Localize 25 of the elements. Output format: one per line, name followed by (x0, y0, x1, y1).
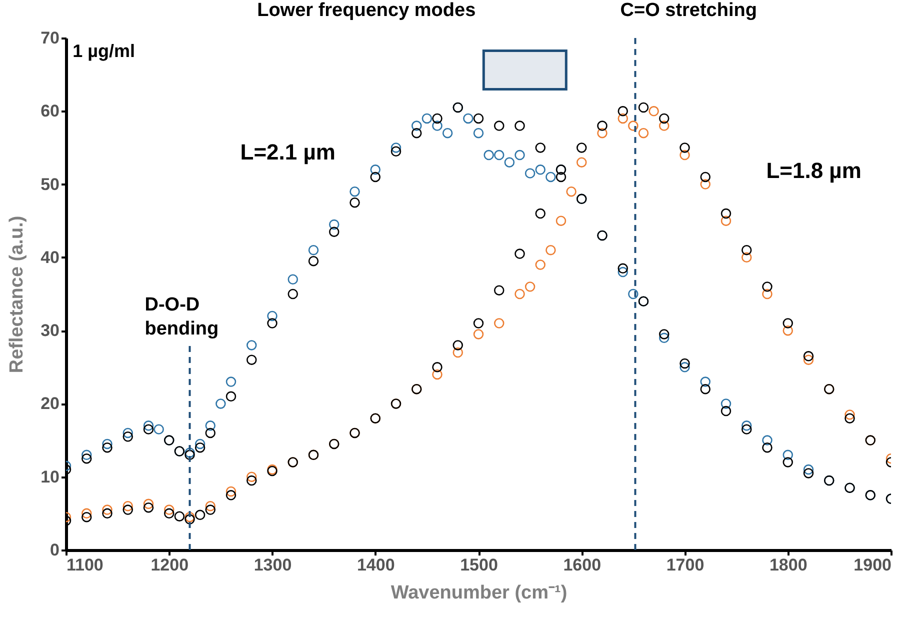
x-tick-label: 1700 (666, 556, 704, 574)
annotation: 1 µg/ml (72, 41, 135, 62)
x-tick-label: 1400 (356, 556, 395, 574)
text: L=1.8 µm (766, 158, 862, 184)
band-label: Lower frequency modes (257, 0, 476, 22)
series-label: L=2.1 µm (240, 139, 336, 164)
y-axis-title: Reflectance (a.u.) (6, 216, 28, 374)
y-tick-label: 70 (40, 28, 60, 48)
x-tick-label: 1100 (66, 556, 104, 574)
y-tick-label: 30 (40, 321, 60, 340)
x-tick-label: 1200 (150, 556, 189, 574)
x-axis-title: Wavenumber (cm⁻¹) (390, 582, 568, 604)
x-tick-label: 1300 (254, 556, 292, 574)
y-tick-label: 10 (40, 467, 60, 486)
x-tick-label: 1900 (854, 556, 892, 574)
x-tick-label: 1600 (563, 556, 602, 574)
y-tick-label: 60 (40, 102, 60, 121)
y-tick-label: 20 (40, 394, 60, 414)
y-tick-label: 0 (50, 540, 60, 560)
ref-line-label: C=O stretching (620, 0, 757, 22)
x-tick-label: 1500 (460, 556, 498, 574)
ref-line-label: D-O-D bending (144, 294, 219, 340)
y-tick-label: 40 (40, 248, 60, 267)
y-tick-label: 50 (40, 174, 60, 194)
x-tick-label: 1800 (769, 556, 808, 574)
